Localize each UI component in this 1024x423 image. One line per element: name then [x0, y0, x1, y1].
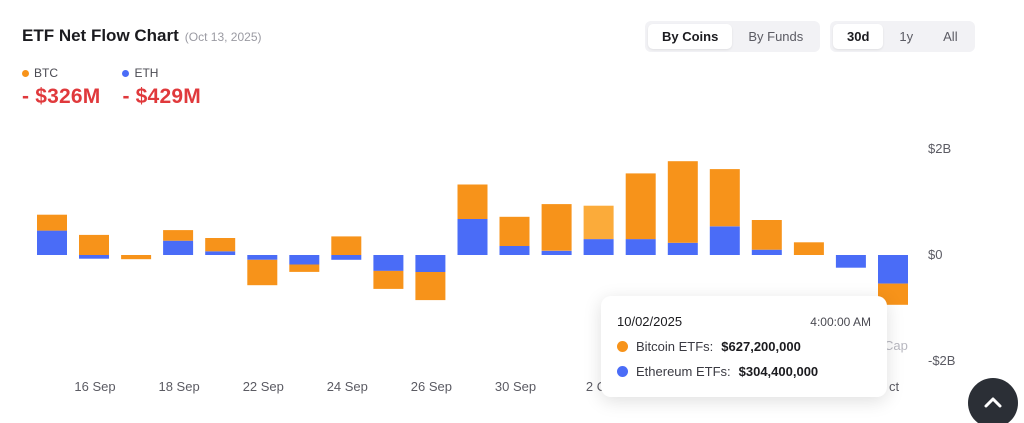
btc-bar[interactable] [878, 283, 908, 305]
y-tick-label: $0 [928, 247, 942, 262]
x-axis-ticks: 16 Sep 18 Sep 22 Sep 24 Sep 26 Sep 30 Sep 2 Oc… [74, 379, 899, 394]
legend-eth-label: ETH [122, 66, 200, 80]
eth-bar[interactable] [37, 230, 67, 255]
btc-bar[interactable] [457, 184, 488, 220]
chart-title: ETF Net Flow Chart [22, 26, 179, 45]
by-coins-button[interactable]: By Coins [648, 24, 733, 49]
btc-bar[interactable] [751, 220, 782, 250]
eth-bar[interactable] [709, 226, 740, 255]
x-tick-label: 24 Sep [327, 379, 368, 394]
y-tick-label: $2B [928, 141, 951, 156]
legend-btc-value: - $326M [22, 85, 101, 108]
btc-bar[interactable] [667, 161, 698, 243]
chart-date: (Oct 13, 2025) [184, 30, 262, 44]
tooltip-eth-label: Ethereum ETFs: [636, 364, 731, 379]
eth-bar[interactable] [163, 240, 194, 255]
eth-bar[interactable] [667, 242, 698, 255]
eth-bar[interactable] [625, 239, 656, 255]
tooltip-eth-row: Ethereum ETFs: $304,400,000 [617, 364, 871, 379]
x-tick-label: 22 Sep [243, 379, 284, 394]
btc-bar[interactable] [583, 205, 614, 240]
eth-bar[interactable] [373, 255, 404, 271]
watermark-fragment: Cap [884, 338, 908, 353]
chart-tooltip: 10/02/2025 4:00:00 AM Bitcoin ETFs: $627… [601, 296, 887, 397]
eth-bar[interactable] [205, 251, 236, 255]
btc-bar[interactable] [625, 173, 656, 240]
tooltip-eth-value: $304,400,000 [738, 364, 819, 379]
legend-btc-label: BTC [22, 66, 100, 80]
legend-btc-name: BTC [34, 66, 58, 80]
eth-bar[interactable] [457, 219, 488, 255]
by-funds-button[interactable]: By Funds [734, 24, 817, 49]
btc-bar[interactable] [793, 242, 824, 255]
tooltip-btc-value: $627,200,000 [721, 339, 801, 354]
eth-bar[interactable] [583, 239, 614, 255]
range-1y-button[interactable]: 1y [885, 24, 927, 49]
eth-bar[interactable] [247, 255, 278, 260]
legend-eth-value: - $429M [122, 85, 201, 108]
tooltip-header: 10/02/2025 4:00:00 AM [617, 314, 871, 329]
btc-bar[interactable] [331, 236, 362, 255]
scroll-to-top-button[interactable] [968, 378, 1018, 423]
eth-bar[interactable] [415, 255, 446, 272]
legend-btc[interactable]: BTC - $326M [22, 66, 100, 109]
tooltip-time: 4:00:00 AM [810, 314, 871, 329]
x-tick-label: ct [889, 379, 900, 394]
y-axis-ticks: $2B $0 -$2B [928, 141, 955, 368]
eth-dot-icon [122, 69, 130, 77]
btc-bar[interactable] [709, 169, 740, 227]
btc-bar[interactable] [205, 238, 236, 252]
x-tick-label: 26 Sep [411, 379, 452, 394]
eth-bar[interactable] [289, 255, 320, 265]
eth-bar[interactable] [751, 249, 782, 255]
btc-dot-icon [617, 341, 628, 352]
x-tick-label: 16 Sep [74, 379, 115, 394]
legend: BTC - $326M ETH - $429M [22, 66, 201, 109]
eth-bar[interactable] [541, 250, 572, 255]
range-all-button[interactable]: All [929, 24, 971, 49]
legend-eth-name: ETH [134, 66, 159, 80]
eth-bar[interactable] [331, 255, 362, 260]
btc-bar[interactable] [415, 272, 446, 301]
chevron-up-icon [984, 397, 1002, 408]
btc-dot-icon [22, 69, 29, 77]
btc-bar[interactable] [541, 204, 572, 251]
x-tick-label: 18 Sep [158, 379, 199, 394]
eth-bar[interactable] [835, 255, 866, 268]
eth-bar[interactable] [79, 255, 109, 259]
chart-header: ETF Net Flow Chart (Oct 13, 2025) [22, 26, 262, 46]
range-30d-button[interactable]: 30d [833, 24, 884, 49]
range-toggle: 30d 1y All [830, 21, 975, 52]
btc-bar[interactable] [163, 230, 194, 241]
btc-bar[interactable] [121, 255, 152, 260]
eth-bar[interactable] [499, 246, 530, 255]
eth-dot-icon [617, 366, 628, 377]
y-tick-label: -$2B [928, 353, 955, 368]
bar-group [37, 161, 908, 305]
btc-bar[interactable] [247, 259, 278, 286]
btc-bar[interactable] [289, 264, 320, 272]
btc-bar[interactable] [79, 234, 109, 255]
btc-bar[interactable] [373, 270, 404, 289]
tooltip-date: 10/02/2025 [617, 314, 683, 329]
tooltip-btc-row: Bitcoin ETFs: $627,200,000 [617, 339, 871, 354]
legend-eth[interactable]: ETH - $429M [122, 66, 201, 109]
eth-bar[interactable] [878, 255, 908, 284]
btc-bar[interactable] [37, 214, 67, 231]
tooltip-btc-label: Bitcoin ETFs: [636, 339, 714, 354]
x-tick-label: 30 Sep [495, 379, 536, 394]
btc-bar[interactable] [499, 216, 530, 246]
view-toggle: By Coins By Funds [645, 21, 821, 52]
